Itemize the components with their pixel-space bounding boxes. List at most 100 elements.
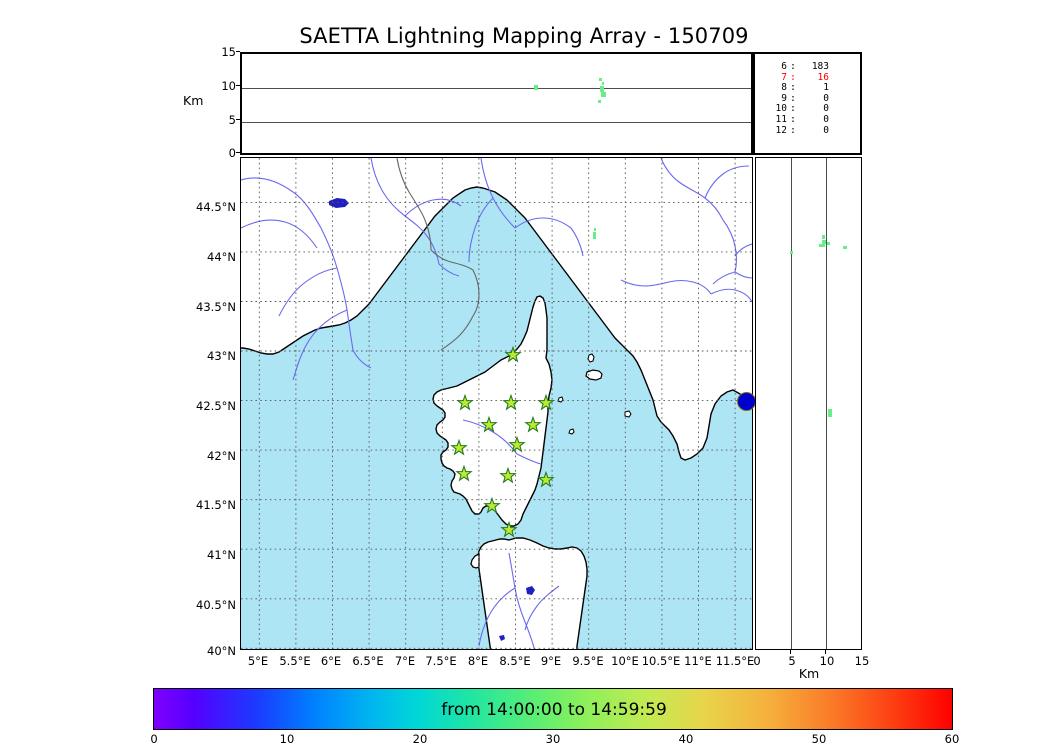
lon-tick-10: 10°E: [611, 654, 639, 668]
lon-tick-10.5: 10.5°E: [641, 654, 681, 668]
altitude-longitude-panel: [240, 52, 753, 155]
map-graphics: [241, 158, 752, 649]
stats-value: 183: [811, 61, 829, 72]
stats-value: 0: [823, 113, 829, 125]
island-small-c: [568, 428, 575, 435]
lon-tick-5.5: 5.5°E: [279, 654, 311, 668]
stats-separator: :: [790, 61, 796, 72]
stats-key: 11: [775, 113, 787, 125]
lat-tick-40.5: 40.5°N: [196, 598, 236, 612]
source-scatter-top: [534, 78, 606, 103]
stats-row-12: 12: 0: [765, 124, 829, 137]
right-xtick-0: 0: [753, 654, 761, 668]
stats-row-8: 8: 1: [765, 83, 829, 94]
colorbar-tick-50: 50: [811, 732, 827, 746]
stats-separator: :: [790, 113, 796, 125]
stats-value: 1: [823, 82, 829, 94]
stats-row-6: 6: 183: [765, 61, 829, 73]
stats-row-9: 9: 0: [765, 92, 829, 105]
tickmark: [236, 85, 240, 86]
island-small-a: [624, 410, 632, 418]
lat-tick-40: 40°N: [207, 644, 236, 658]
lat-tick-43: 43°N: [207, 349, 236, 363]
stats-key: 9: [781, 92, 787, 104]
gridline-10km-right: [826, 158, 827, 649]
top-ytick-10: 10: [221, 79, 236, 93]
top-ytick-5: 5: [228, 113, 236, 127]
lat-tick-42.5: 42.5°N: [196, 399, 236, 413]
map-panel: [240, 157, 753, 650]
lon-tick-9.5: 9.5°E: [572, 654, 604, 668]
right-xtick-10: 10: [819, 654, 835, 668]
lat-tick-41: 41°N: [207, 548, 236, 562]
lon-tick-11.5: 11.5°E: [715, 654, 755, 668]
source-scatter-map: [593, 228, 596, 239]
stats-separator: :: [790, 82, 796, 94]
island-elba: [585, 369, 603, 381]
tickmark: [236, 51, 240, 52]
tickmark: [825, 650, 826, 654]
stats-row-10: 10: 0: [765, 104, 829, 115]
right-xtick-15: 15: [854, 654, 870, 668]
stats-key: 8: [781, 82, 787, 94]
top-ytick-15: 15: [221, 45, 236, 59]
right-panel-xlabel: Km: [798, 666, 820, 681]
stats-table: 6: 183 7: 16 8: 1 9: 0 10: 0 11: 0 12: 0: [765, 61, 829, 137]
lon-tick-8: 8°E: [467, 654, 489, 668]
stats-key: 6: [781, 61, 787, 72]
lat-tick-44: 44°N: [207, 250, 236, 264]
island-capraia: [587, 353, 595, 363]
colorbar-tick-40: 40: [678, 732, 694, 746]
stats-separator: :: [790, 92, 796, 104]
stats-value: 16: [817, 71, 829, 83]
stats-value: 0: [823, 124, 829, 136]
page-title-text: SAETTA Lightning Mapping Array - 150709: [299, 24, 749, 48]
lma-station-markers: [450, 345, 555, 538]
lat-tick-42: 42°N: [207, 449, 236, 463]
stats-value: 0: [823, 103, 829, 115]
gridline-10km: [242, 88, 751, 89]
gridline-5km-right: [791, 158, 792, 649]
lon-tick-7: 7°E: [394, 654, 416, 668]
station-count-statistics-panel: 6: 183 7: 16 8: 1 9: 0 10: 0 11: 0 12: 0: [753, 52, 862, 155]
lon-tick-11: 11°E: [684, 654, 712, 668]
sardinia-west-coast-detail: [470, 552, 480, 569]
lakes: [329, 198, 535, 641]
colorbar-tick-60: 60: [944, 732, 960, 746]
stats-row-7: 7: 16: [765, 71, 829, 84]
tickmark: [790, 650, 791, 654]
colorbar-tick-20: 20: [412, 732, 428, 746]
gridline-5km: [242, 122, 751, 123]
colorbar-tick-30: 30: [545, 732, 561, 746]
stats-separator: :: [790, 103, 796, 115]
lat-tick-44.5: 44.5°N: [196, 200, 236, 214]
stats-value: 0: [823, 92, 829, 104]
page-title: SAETTA Lightning Mapping Array - 150709: [0, 24, 1050, 48]
stats-separator: :: [790, 124, 796, 136]
colorbar-caption: from 14:00:00 to 14:59:59: [441, 700, 667, 720]
lon-tick-6: 6°E: [320, 654, 342, 668]
stats-row-11: 11: 0: [765, 113, 829, 126]
right-xtick-5: 5: [788, 654, 796, 668]
colorbar-tick-10: 10: [279, 732, 295, 746]
stats-separator: :: [790, 71, 796, 83]
lat-tick-43.5: 43.5°N: [196, 300, 236, 314]
landmass-mainland: [241, 158, 752, 461]
lon-tick-5: 5°E: [247, 654, 269, 668]
landmass-corsica: [432, 295, 553, 527]
lon-tick-7.5: 7.5°E: [425, 654, 457, 668]
map-gridlines: [241, 158, 752, 649]
tickmark: [236, 119, 240, 120]
top-panel-ylabel: Km: [183, 93, 204, 108]
time-colorbar[interactable]: from 14:00:00 to 14:59:59: [153, 688, 953, 730]
stats-key: 7: [781, 71, 787, 83]
stats-key: 10: [775, 103, 787, 115]
lon-tick-6.5: 6.5°E: [352, 654, 384, 668]
altitude-latitude-panel: [755, 157, 862, 650]
tickmark: [236, 152, 240, 153]
top-ytick-0: 0: [228, 146, 236, 160]
colorbar-tick-0: 0: [150, 732, 158, 746]
island-small-b: [557, 396, 564, 403]
source-scatter-right: [790, 235, 847, 417]
stats-key: 12: [775, 124, 787, 136]
